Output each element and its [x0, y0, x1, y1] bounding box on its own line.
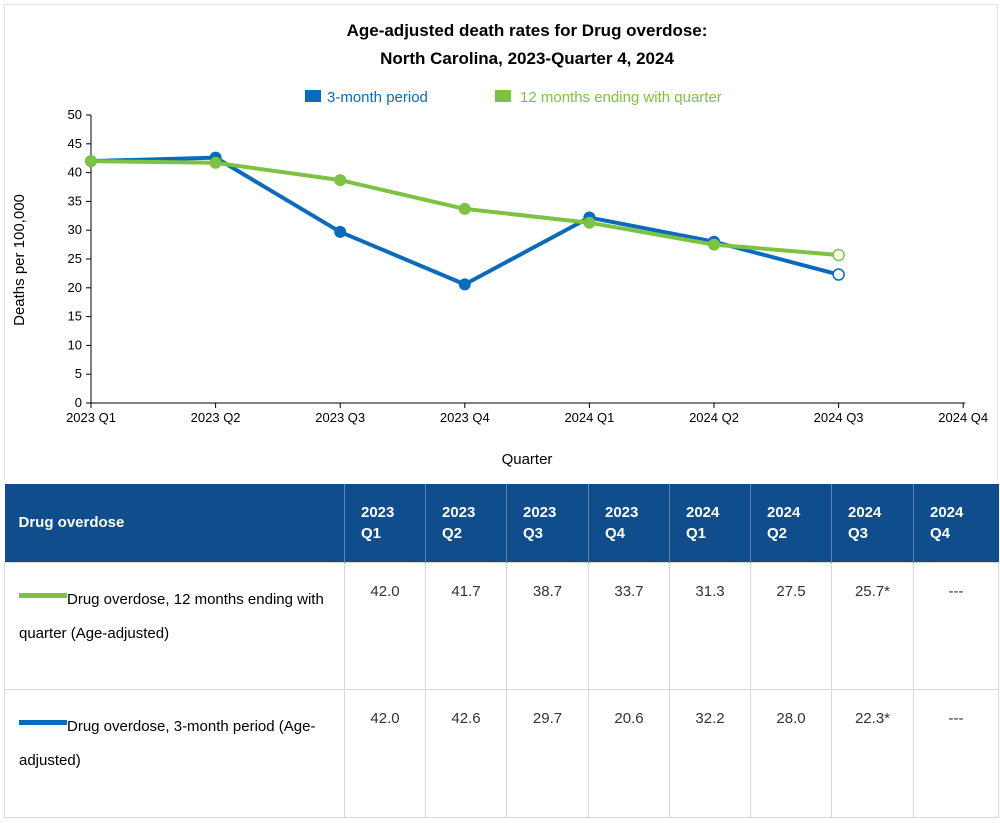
col-year: 2024 [767, 503, 801, 521]
x-axis-title: Quarter [502, 451, 553, 468]
series-group [85, 151, 845, 291]
table-header-col: 2024 Q1 [669, 484, 751, 562]
x-tick-label: 2024 Q4 [938, 410, 988, 425]
table-header-col: 2023 Q4 [588, 484, 670, 562]
table-cell: 38.7 [506, 561, 589, 690]
axes: 0 5 10 15 20 25 30 35 40 45 50 2023 Q1 2023 Q2 2023 Q… [66, 107, 988, 425]
y-tick-label: 20 [68, 280, 82, 295]
y-tick-label: 15 [68, 309, 82, 324]
table-cell: 20.6 [588, 688, 670, 818]
table-cell: 32.2 [669, 688, 751, 818]
col-quarter: Q4 [930, 524, 951, 542]
series-layer [85, 151, 845, 291]
table-cell: 42.6 [425, 688, 507, 818]
chart-svg: Age-adjusted death rates for Drug overdo… [11, 21, 988, 468]
data-point[interactable] [458, 278, 471, 291]
table-cell: 42.0 [344, 561, 426, 690]
y-tick-label: 50 [68, 107, 82, 122]
table-header-col: 2023 Q1 [344, 484, 426, 562]
col-year: 2023 [361, 503, 395, 521]
col-quarter: Q2 [442, 524, 463, 542]
legend-swatch [495, 90, 511, 102]
table-header-label: Drug overdose [4, 484, 345, 562]
table-header-col: 2024 Q3 [831, 484, 914, 562]
data-point[interactable] [334, 174, 347, 187]
col-year: 2024 [930, 503, 964, 521]
x-tick-label: 2024 Q1 [564, 410, 614, 425]
series-label-cell: Drug overdose, 12 months ending with qua… [4, 561, 345, 690]
x-tick-label: 2024 Q3 [814, 410, 864, 425]
legend-label[interactable]: 12 months ending with quarter [520, 89, 722, 106]
table-cell: 29.7 [506, 688, 589, 818]
series-label-cell: Drug overdose, 3-month period (Age-adjus… [4, 688, 345, 818]
col-year: 2024 [686, 503, 720, 521]
col-quarter: Q1 [361, 524, 382, 542]
chart-frame: Age-adjusted death rates for Drug overdo… [4, 4, 998, 480]
x-tick-label: 2023 Q2 [191, 410, 241, 425]
y-tick-label: 25 [68, 251, 82, 266]
series-swatch [19, 592, 67, 598]
x-tick-label: 2023 Q1 [66, 410, 116, 425]
col-year: 2023 [442, 503, 476, 521]
table-cell: 31.3 [669, 561, 751, 690]
data-table: Drug overdose 2023 Q1 2023 Q2 2023 Q3 2023 Q4 20… [4, 484, 999, 818]
col-year: 2023 [605, 503, 639, 521]
col-quarter: Q4 [605, 524, 626, 542]
y-tick-label: 5 [75, 366, 82, 381]
table-header-row: Drug overdose 2023 Q1 2023 Q2 2023 Q3 2023 Q4 20… [4, 484, 999, 562]
table-cell: 22.3* [831, 688, 914, 818]
series-group [85, 155, 845, 262]
data-point[interactable] [458, 202, 471, 215]
table-header-col: 2024 Q2 [750, 484, 832, 562]
col-quarter: Q1 [686, 524, 707, 542]
y-axis-title: Deaths per 100,000 [11, 194, 28, 326]
y-tick-label: 40 [68, 165, 82, 180]
x-tick-label: 2023 Q3 [315, 410, 365, 425]
data-point[interactable] [209, 156, 222, 169]
x-tick-label: 2023 Q4 [440, 410, 490, 425]
table-header-col: 2023 Q2 [425, 484, 507, 562]
col-quarter: Q2 [767, 524, 788, 542]
col-quarter: Q3 [523, 524, 544, 542]
table-cell: --- [913, 688, 999, 818]
series-swatch [19, 719, 67, 725]
legend: 3-month period 12 months ending with quar… [305, 89, 722, 106]
col-quarter: Q3 [848, 524, 869, 542]
series-line [90, 155, 840, 287]
table-row: Drug overdose, 12 months ending with qua… [4, 561, 999, 690]
table-cell: 25.7* [831, 561, 914, 690]
y-tick-label: 30 [68, 222, 82, 237]
legend-swatch [305, 90, 321, 102]
col-year: 2024 [848, 503, 882, 521]
chart-subtitle: North Carolina, 2023-Quarter 4, 2024 [380, 49, 674, 68]
y-tick-label: 35 [68, 193, 82, 208]
data-point[interactable] [832, 248, 845, 262]
legend-label[interactable]: 3-month period [327, 89, 428, 106]
data-point[interactable] [85, 155, 97, 168]
data-point[interactable] [334, 225, 347, 238]
series-label: Drug overdose, 3-month period (Age-adjus… [19, 717, 316, 769]
table-cell: 41.7 [425, 561, 507, 690]
table-cell: 27.5 [750, 561, 832, 690]
table-cell: 33.7 [588, 561, 670, 690]
table-header-col: 2024 Q4 [913, 484, 999, 562]
data-point[interactable] [708, 238, 720, 251]
series-label: Drug overdose, 12 months ending with qua… [19, 590, 324, 642]
table-header-col: 2023 Q3 [506, 484, 589, 562]
table-cell: 42.0 [344, 688, 426, 818]
y-tick-label: 45 [68, 136, 82, 151]
table-row: Drug overdose, 3-month period (Age-adjus… [4, 688, 999, 818]
table-cell: --- [913, 561, 999, 690]
chart-title: Age-adjusted death rates for Drug overdo… [347, 21, 708, 40]
data-point[interactable] [832, 268, 845, 281]
col-year: 2023 [523, 503, 557, 521]
data-point[interactable] [583, 216, 596, 229]
y-tick-label: 10 [68, 337, 82, 352]
table-cell: 28.0 [750, 688, 832, 818]
x-tick-label: 2024 Q2 [689, 410, 739, 425]
y-tick-label: 0 [75, 395, 82, 410]
